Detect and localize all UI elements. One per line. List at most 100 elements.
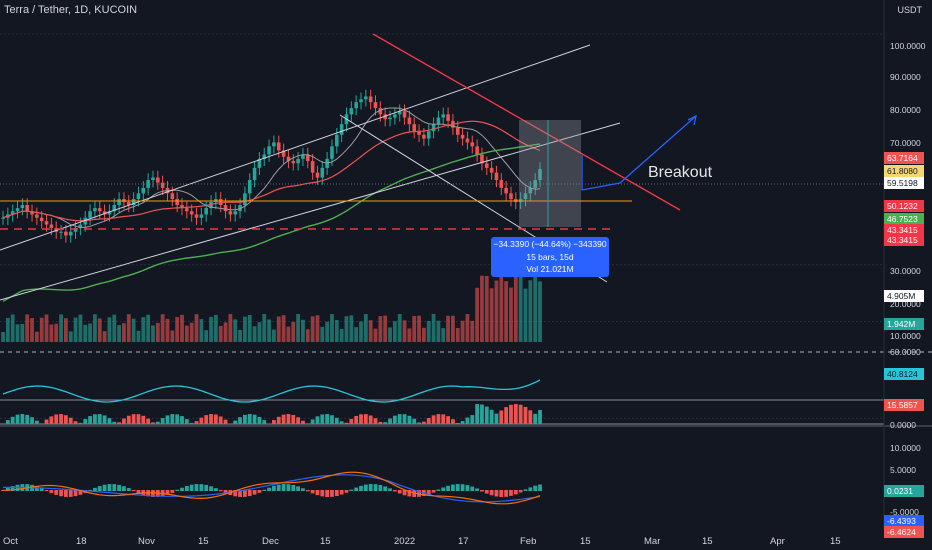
rsi-histogram-bar <box>378 421 383 424</box>
rsi-histogram-bar <box>184 419 189 424</box>
candle <box>388 117 392 120</box>
macd-histogram-bar <box>363 484 368 491</box>
candle <box>68 231 73 236</box>
volume-bar <box>291 321 296 342</box>
candle <box>78 224 83 229</box>
macd-histogram-bar <box>460 484 465 491</box>
rsi-histogram-bar <box>523 406 528 424</box>
candle <box>112 205 117 212</box>
rsi-line <box>2 379 541 403</box>
rsi-histogram-bar <box>15 414 20 424</box>
macd-histogram-bar <box>184 485 189 491</box>
candle <box>291 161 296 164</box>
macd-histogram-bar <box>68 490 73 497</box>
rsi-histogram-bar <box>88 416 92 424</box>
macd-histogram-bar <box>378 485 383 491</box>
rsi-histogram-bar <box>301 420 305 424</box>
candle <box>330 146 334 159</box>
rsi-histogram-bar <box>218 416 223 424</box>
volume-bar <box>368 320 373 342</box>
rsi-histogram-bar <box>402 414 407 424</box>
volume-bar <box>465 314 470 342</box>
candle <box>301 154 305 159</box>
volume-bar <box>238 329 242 342</box>
price-label: 4.905M <box>887 291 915 301</box>
macd-label-bg <box>884 515 924 527</box>
measure-change: −34.3390 (−44.64%) −343390 <box>493 239 607 249</box>
volume-bar <box>305 329 310 342</box>
candle <box>185 208 189 212</box>
candle <box>417 131 421 135</box>
time-axis-tick: 15 <box>830 536 841 547</box>
rsi-histogram-bar <box>344 422 349 424</box>
volume-bar <box>513 275 518 342</box>
volume-bar <box>20 324 25 342</box>
rsi-histogram-bar <box>484 406 489 424</box>
candle <box>218 199 223 206</box>
candle <box>475 146 479 155</box>
rsi-histogram-bar <box>5 420 10 424</box>
volume-bar <box>286 326 291 342</box>
rsi-histogram-bar <box>63 415 68 424</box>
macd-histogram-bar <box>359 485 363 491</box>
volume-bar <box>30 318 34 342</box>
rsi-histogram-bar <box>122 418 126 424</box>
rsi-histogram-bar <box>170 414 175 424</box>
macd-histogram-bar <box>484 490 489 494</box>
volume-bar <box>34 331 39 342</box>
price-label-bg <box>884 177 924 189</box>
price-label: 46.7523 <box>887 214 918 224</box>
macd-histogram-bar <box>310 490 315 494</box>
chart-title: Terra / Tether, 1D, KUCOIN <box>4 4 138 16</box>
volume-bar <box>325 321 330 342</box>
rsi-histogram-bar <box>180 416 184 424</box>
volume-bar <box>233 319 238 342</box>
volume-bar <box>359 321 363 342</box>
macd-histogram-bar <box>276 484 281 491</box>
price-axis-tick: 100.0000 <box>890 41 926 51</box>
candle <box>15 208 20 212</box>
macd-histogram-bar <box>528 487 533 491</box>
signal-line <box>2 471 541 505</box>
candle <box>320 167 325 178</box>
volume-bar <box>402 320 407 342</box>
candle <box>39 217 44 222</box>
macd-histogram-bar <box>233 490 238 497</box>
candle <box>359 99 363 103</box>
macd-histogram-bar <box>446 485 450 491</box>
macd-histogram-bar <box>470 486 475 491</box>
rsi-histogram-bar <box>276 416 281 424</box>
volume-bar <box>509 287 513 342</box>
rsi-histogram-bar <box>436 414 441 424</box>
macd-histogram-bar <box>122 486 126 491</box>
volume-bar <box>126 314 131 342</box>
rsi-histogram-bar <box>242 414 247 424</box>
volume-bar <box>175 317 180 342</box>
rsi-histogram-bar <box>310 419 315 424</box>
rsi-histogram-bar <box>455 423 460 424</box>
candle <box>480 154 484 164</box>
candle <box>538 169 542 181</box>
macd-histogram-bar <box>10 486 15 491</box>
volume-bar <box>107 317 112 342</box>
volume-bar <box>262 314 267 342</box>
rsi-histogram-bar <box>339 421 344 424</box>
candle <box>146 180 150 188</box>
volume-bar <box>518 276 523 342</box>
candle <box>170 193 175 200</box>
candle <box>252 167 257 181</box>
ma-medium-line <box>2 120 541 222</box>
rsi-histogram-bar <box>160 418 165 424</box>
rsi-histogram-bar <box>199 417 204 424</box>
candle <box>64 231 68 236</box>
rsi-histogram-bar <box>54 414 59 424</box>
rsi-histogram-bar <box>528 410 533 424</box>
macd-histogram-bar <box>330 490 334 497</box>
rsi-histogram-bar <box>209 414 213 424</box>
price-axis-tick: 70.0000 <box>890 138 921 148</box>
volume-bar <box>44 314 49 342</box>
currency-label: USDT <box>897 5 923 15</box>
rsi-histogram-bar <box>107 418 112 424</box>
candle <box>1 217 5 219</box>
